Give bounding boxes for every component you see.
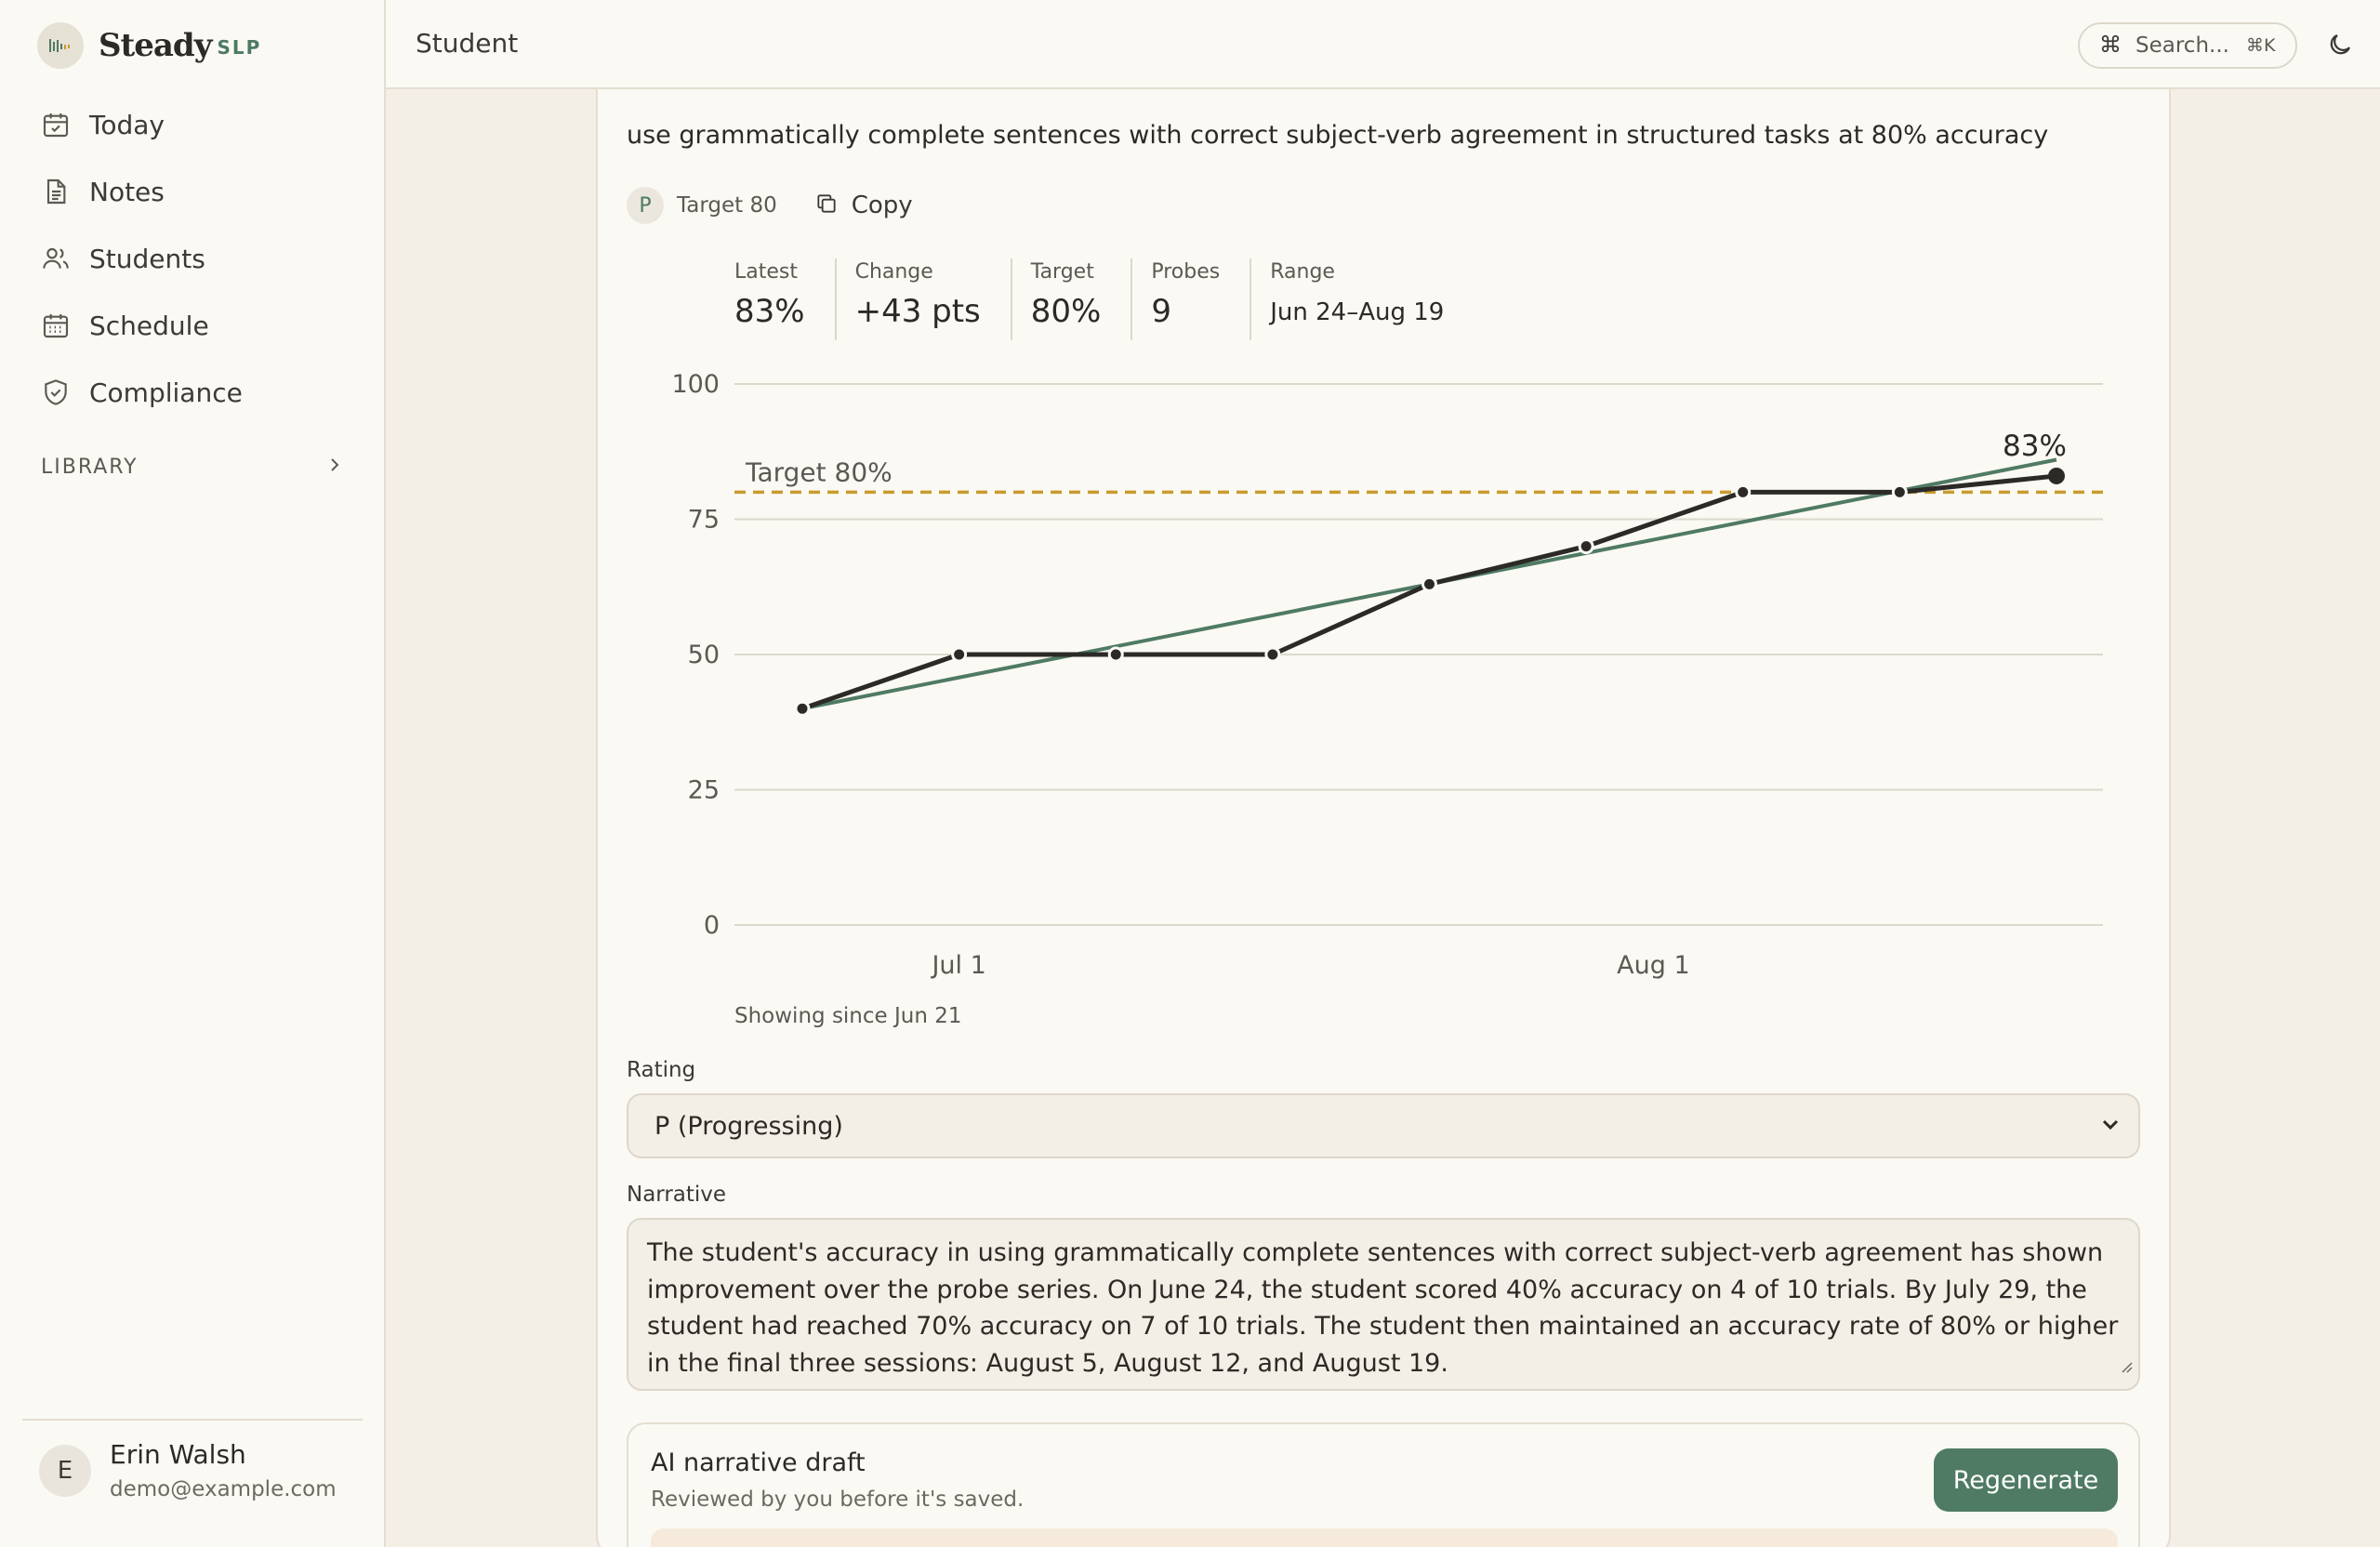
library-label: LIBRARY <box>41 455 139 479</box>
stat-value: +43 pts <box>854 293 981 330</box>
regenerate-button[interactable]: Regenerate <box>1934 1448 2118 1512</box>
stat-value: Jun 24–Aug 19 <box>1270 298 1445 326</box>
search-label: Search... <box>2135 33 2229 58</box>
copy-label: Copy <box>851 192 913 219</box>
search-shortcut: ⌘K <box>2245 35 2276 56</box>
nav-label: Today <box>89 109 165 140</box>
avatar: E <box>39 1444 91 1497</box>
theme-toggle-button[interactable] <box>2320 26 2360 67</box>
target-label: Target 80 <box>677 193 777 218</box>
nav-label: Compliance <box>89 377 243 408</box>
ai-panel-subtitle: Reviewed by you before it's saved. <box>651 1488 1025 1512</box>
copy-icon <box>814 192 839 219</box>
rating-badge: P <box>627 187 664 224</box>
stat-value: 83% <box>734 293 805 330</box>
user-email: demo@example.com <box>110 1477 337 1501</box>
stat-latest: Latest 83% <box>716 258 837 340</box>
main-nav: Today Notes Students Schedule Compliance <box>37 91 353 426</box>
data-point <box>1264 646 1281 663</box>
resize-handle-icon[interactable] <box>2118 1347 2133 1384</box>
nav-item-schedule[interactable]: Schedule <box>37 292 353 359</box>
moon-icon <box>2326 31 2354 62</box>
sidebar-divider <box>22 1419 363 1421</box>
target-line-label: Target 80% <box>745 456 892 487</box>
stat-change: Change +43 pts <box>837 258 1012 340</box>
nav-item-notes[interactable]: Notes <box>37 158 353 225</box>
stat-target: Target 80% <box>1012 258 1133 340</box>
search-button[interactable]: Search... ⌘K <box>2078 22 2297 69</box>
data-point <box>1735 483 1752 500</box>
stat-value: 9 <box>1151 293 1171 330</box>
stat-range: Range Jun 24–Aug 19 <box>1251 258 1474 340</box>
rating-label: Rating <box>627 1058 696 1082</box>
data-point <box>1421 575 1437 592</box>
x-tick-label: Aug 1 <box>1617 951 1689 980</box>
nav-item-compliance[interactable]: Compliance <box>37 359 353 426</box>
ai-panel-title: AI narrative draft <box>651 1448 866 1477</box>
progress-chart: 0 25 50 75 100 Jul 1 Aug 1 Target 80% 83% <box>671 370 2103 980</box>
goal-text: use grammatically complete sentences wit… <box>627 121 2049 150</box>
stat-label: Range <box>1270 260 1335 284</box>
narrative-label: Narrative <box>627 1183 727 1207</box>
nav-label: Notes <box>89 176 165 207</box>
copy-button[interactable]: Copy <box>814 192 913 219</box>
stats-row: Latest 83% Change +43 pts Target 80% Pro… <box>716 258 1474 340</box>
waveform-logo-icon <box>37 22 84 69</box>
top-header: Student Search... ⌘K <box>386 0 2380 89</box>
shield-check-icon <box>37 374 74 411</box>
stat-label: Target <box>1030 260 1094 284</box>
data-point <box>1578 538 1594 555</box>
calendar-grid-icon <box>37 307 74 344</box>
y-tick-label: 50 <box>688 641 720 669</box>
library-section-toggle[interactable]: LIBRARY <box>41 450 344 483</box>
brand[interactable]: Steady SLP <box>37 22 261 69</box>
calendar-check-icon <box>37 106 74 143</box>
sidebar: Steady SLP Today Notes Students Schedu <box>0 0 386 1547</box>
nav-item-today[interactable]: Today <box>37 91 353 158</box>
brand-name: Steady <box>99 27 212 64</box>
chevron-right-icon <box>325 456 344 478</box>
nav-item-students[interactable]: Students <box>37 225 353 292</box>
y-tick-label: 75 <box>688 506 720 535</box>
document-icon <box>37 173 74 210</box>
stat-probes: Probes 9 <box>1132 258 1252 340</box>
user-profile[interactable]: E Erin Walsh demo@example.com <box>39 1439 337 1501</box>
command-key-icon <box>2100 33 2121 58</box>
page-title: Student <box>416 28 519 59</box>
y-tick-label: 25 <box>688 776 720 805</box>
series-line <box>801 473 2057 711</box>
stat-label: Change <box>854 260 933 284</box>
nav-label: Students <box>89 243 205 274</box>
data-point <box>794 700 811 717</box>
rating-select[interactable]: P (Progressing) <box>627 1093 2140 1158</box>
stat-value: 80% <box>1030 293 1102 330</box>
data-point <box>1891 483 1908 500</box>
user-name: Erin Walsh <box>110 1439 246 1470</box>
stat-label: Latest <box>734 260 798 284</box>
goal-meta: P Target 80 Copy <box>627 186 913 225</box>
latest-value-label: 83% <box>2003 430 2067 463</box>
ai-narrative-panel: AI narrative draft Reviewed by you befor… <box>627 1422 2140 1547</box>
y-tick-label: 100 <box>671 370 720 399</box>
ai-draft-preview <box>651 1528 2118 1547</box>
narrative-textarea[interactable]: The student's accuracy in using grammati… <box>627 1218 2140 1391</box>
narrative-text: The student's accuracy in using grammati… <box>647 1238 2119 1378</box>
data-point <box>2048 467 2065 484</box>
chart-range-note: Showing since Jun 21 <box>734 1004 962 1028</box>
users-icon <box>37 240 74 277</box>
rating-select-value: P (Progressing) <box>654 1111 843 1141</box>
x-tick-label: Jul 1 <box>930 951 985 980</box>
data-point <box>951 646 968 663</box>
nav-label: Schedule <box>89 310 209 341</box>
stat-label: Probes <box>1151 260 1221 284</box>
brand-suffix: SLP <box>217 36 262 59</box>
data-point <box>1107 646 1124 663</box>
chevron-down-icon <box>2099 1113 2122 1139</box>
y-tick-label: 0 <box>704 911 720 940</box>
